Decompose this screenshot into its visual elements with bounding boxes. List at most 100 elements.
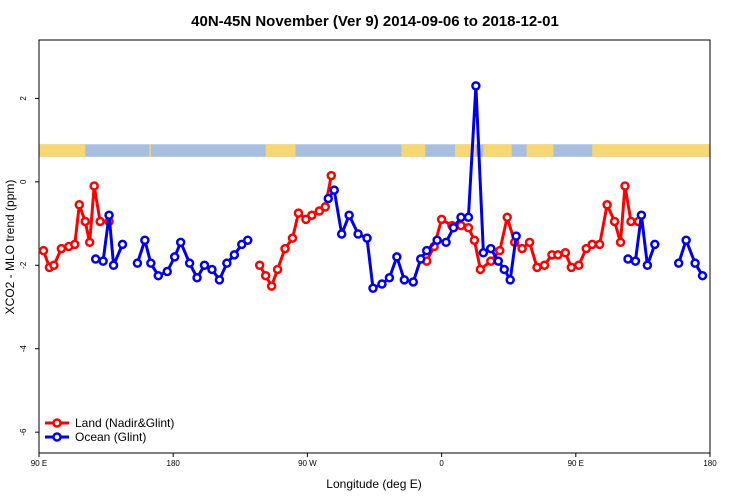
series-1-point-4-2: [690, 258, 700, 268]
land-band-7: [592, 144, 710, 157]
series-0-point-2-22: [587, 239, 597, 250]
series-0-point-2-27: [620, 181, 630, 191]
series-1-line-4: [677, 238, 704, 277]
series-0-point-2-10: [502, 212, 512, 223]
series-1-point-2-19: [471, 81, 481, 91]
plot-frame: [38, 39, 711, 454]
series-0-point-2-9: [495, 245, 505, 256]
series-1-point-3-2: [636, 210, 647, 220]
series-0-point-0-7: [80, 216, 90, 227]
series-1-point-1-3: [153, 270, 164, 281]
series-1-point-2-9: [392, 252, 402, 262]
series-1-point-1-11: [214, 275, 225, 285]
series-1-point-0-2: [104, 210, 114, 220]
series-0-point-0-10: [95, 216, 105, 227]
land-ocean-mask: [39, 144, 710, 157]
series-0-point-2-13: [524, 237, 535, 248]
series-1-point-4-0: [673, 258, 684, 268]
series-1-point-2-16: [448, 222, 459, 233]
land-band-5: [483, 144, 512, 157]
legend-label-0: Land (Nadir&Glint): [75, 416, 174, 430]
series-0-point-0-2: [49, 260, 59, 271]
series-0-point-2-8: [486, 256, 496, 266]
x-tick-label-3: 0: [439, 459, 444, 468]
x-tick-label-2: 90 W: [298, 459, 317, 468]
legend-marker-1: [52, 432, 62, 442]
series-1-point-3-3: [642, 260, 653, 271]
series-0-point-1-1: [260, 270, 271, 281]
series-1-point-1-9: [199, 260, 210, 271]
x-tick-label-0: 90 E: [31, 459, 47, 468]
series-0-point-2-23: [594, 239, 605, 250]
series-0-point-2-5: [463, 222, 474, 233]
x-axis: 90 E 180 90 W 0 90 E 180: [31, 453, 717, 468]
y-axis: -6 -4 -2 0 2: [19, 96, 39, 436]
series-0-point-2-25: [609, 216, 620, 227]
series-1-point-2-20: [478, 248, 489, 258]
series-1-point-2-14: [432, 235, 442, 245]
series-1-point-2-8: [384, 273, 395, 283]
series-0-point-2-12: [517, 243, 527, 254]
series-1-point-1-1: [140, 235, 150, 245]
series-0-point-0-0: [38, 245, 49, 256]
y-tick-label-0: -6: [19, 428, 28, 436]
series-1-point-2-21: [486, 243, 496, 254]
y-tick-label-2: -2: [19, 261, 28, 269]
x-tick-label-5: 180: [703, 459, 717, 468]
series-0-point-2-19: [566, 262, 577, 273]
series-1-point-2-1: [329, 185, 339, 195]
land-band-1: [149, 144, 151, 157]
series-0-point-1-2: [266, 281, 277, 291]
series-0-point-0-9: [89, 181, 99, 191]
series-1-point-2-7: [377, 279, 387, 289]
series-0-point-1-6: [293, 208, 304, 218]
series-1-point-1-4: [162, 266, 172, 277]
series-0-point-2-6: [469, 235, 480, 245]
series-0-point-2-21: [581, 243, 591, 254]
series-1-point-4-1: [681, 235, 691, 245]
series-0-point-1-7: [301, 214, 311, 225]
series-0-point-2-20: [574, 260, 584, 271]
series-1-point-1-7: [184, 258, 195, 268]
y-tick-label-3: 0: [19, 179, 28, 184]
series-0-point-1-4: [280, 243, 290, 254]
y-tick-label-4: 2: [19, 96, 28, 101]
series-0-point-0-5: [70, 239, 80, 250]
series-1-point-1-5: [169, 252, 180, 262]
series-layer: [38, 81, 708, 293]
series-1-point-1-0: [132, 258, 143, 268]
series-1-point-2-23: [499, 264, 509, 275]
series-1-point-2-12: [415, 254, 426, 264]
series-1-point-0-1: [98, 256, 108, 266]
x-tick-label-4: 90 E: [568, 459, 584, 468]
series-0-point-2-17: [553, 250, 563, 260]
series-0-point-1-5: [287, 233, 298, 243]
series-1-point-4-3: [697, 270, 708, 281]
series-1-point-2-2: [336, 229, 347, 239]
series-1-point-1-2: [146, 258, 156, 268]
series-1-point-2-0: [323, 193, 334, 204]
series-1-point-2-5: [362, 233, 372, 243]
series-1-point-2-3: [344, 210, 354, 220]
x-axis-label: Longitude (deg E): [326, 477, 421, 491]
legend-label-1: Ocean (Glint): [75, 430, 146, 444]
series-1-point-2-11: [408, 277, 419, 287]
series-1-point-2-17: [456, 212, 466, 223]
series-0-point-2-14: [532, 262, 542, 273]
series-0-point-2-28: [626, 216, 636, 227]
series-0-point-2-2: [436, 214, 447, 225]
series-0-point-2-15: [539, 260, 550, 271]
legend-marker-0: [52, 418, 62, 428]
series-0-line-0: [42, 184, 110, 269]
series-1-point-1-14: [237, 239, 247, 250]
series-0-point-0-6: [74, 200, 85, 210]
series-1-point-3-4: [650, 239, 660, 250]
land-band-2: [265, 144, 296, 157]
series-1-point-2-15: [441, 237, 451, 248]
series-0-point-0-3: [56, 243, 67, 254]
series-1-point-0-0: [90, 254, 101, 264]
series-1-point-2-24: [505, 275, 515, 285]
series-0-line-1: [258, 175, 333, 288]
series-1-point-1-10: [207, 264, 217, 275]
